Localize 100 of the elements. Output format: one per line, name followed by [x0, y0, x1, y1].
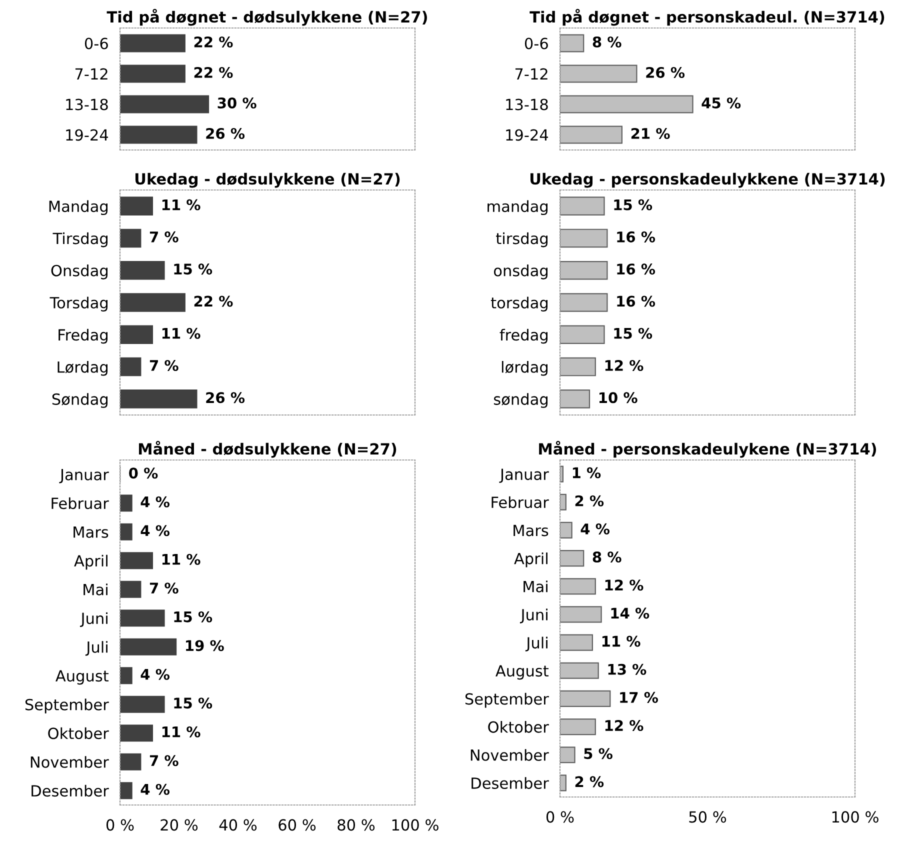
y-tick-label: Oktober: [488, 720, 549, 733]
y-tick-label: August: [496, 665, 549, 680]
data-label: 22 %: [194, 66, 233, 78]
data-label: 12 %: [605, 720, 644, 732]
chart-title: Måned - dødsulykkene (N=27): [138, 440, 396, 458]
y-tick-label: fredag: [500, 328, 548, 344]
data-label: 26 %: [206, 392, 245, 404]
chart-title: Ukedag - personskadeulykkene (N=3714): [530, 172, 885, 188]
y-tick-label: Juli: [525, 636, 548, 652]
data-label: 4 %: [140, 525, 170, 536]
data-label: 4 %: [580, 523, 610, 534]
data-label: 17 %: [620, 692, 658, 703]
data-label: 8 %: [592, 551, 622, 563]
y-tick-label: Mai: [524, 580, 548, 592]
data-label: 13 %: [608, 664, 646, 675]
data-label: 4 %: [140, 668, 170, 680]
data-label: 7 %: [150, 755, 178, 766]
y-tick-label: 19-24: [66, 129, 108, 141]
y-tick-label: Oktober: [48, 727, 109, 740]
y-tick-label: Fredag: [58, 328, 108, 344]
data-label: 45 %: [702, 97, 741, 108]
chart-title: Tid på døgnet - personskadeul. (N=3714): [530, 8, 884, 26]
y-tick-label: Juni: [520, 608, 548, 624]
data-label: 4 %: [140, 784, 170, 795]
data-label: 8 %: [592, 36, 622, 48]
x-tick-label: 100 %: [392, 819, 438, 831]
y-tick-label: Februar: [52, 497, 109, 510]
y-tick-label: April: [74, 554, 108, 570]
y-tick-label: lørdag: [502, 360, 548, 376]
y-tick-label: November: [470, 749, 549, 761]
x-tick-label: 100 %: [832, 811, 878, 823]
y-tick-label: 13-18: [506, 98, 548, 110]
data-label: 2 %: [575, 495, 604, 506]
chart-title: Måned - personskadeulykene (N=3714): [539, 440, 876, 458]
y-tick-label: Søndag: [52, 393, 108, 408]
data-label: 11 %: [162, 554, 200, 565]
y-tick-label: torsdag: [490, 296, 548, 312]
y-tick-label: November: [30, 756, 109, 768]
data-label: 15 %: [174, 264, 212, 275]
y-tick-label: 19-24: [506, 129, 548, 141]
y-tick-label: mandag: [488, 200, 548, 216]
data-label: 10 %: [599, 392, 638, 404]
y-tick-label: Desember: [32, 784, 109, 797]
x-tick-label: 50 %: [689, 811, 726, 823]
x-tick-label: 0 %: [546, 811, 574, 823]
y-tick-label: Mars: [74, 526, 108, 538]
y-tick-label: 7-12: [75, 68, 108, 80]
data-label: 11 %: [162, 726, 200, 738]
data-label: 7 %: [150, 582, 178, 594]
y-tick-label: Torsdag: [50, 296, 108, 312]
data-label: 16 %: [617, 264, 656, 275]
data-label: 15 %: [614, 328, 652, 339]
data-label: 14 %: [611, 608, 650, 619]
y-tick-label: April: [514, 552, 548, 568]
y-tick-label: Januar: [499, 468, 549, 483]
y-tick-label: 0-6: [84, 38, 108, 50]
y-tick-label: Lørdag: [58, 360, 108, 376]
chart-title: Ukedag - dødsulykkene (N=27): [135, 172, 400, 188]
data-label: 15 %: [174, 698, 212, 709]
y-tick-label: Mandag: [49, 200, 108, 216]
y-tick-label: Juli: [85, 641, 108, 656]
data-label: 15 %: [174, 611, 212, 622]
data-label: 1 %: [572, 467, 601, 478]
data-label: 11 %: [162, 328, 200, 339]
data-label: 4 %: [140, 496, 170, 508]
y-tick-label: September: [465, 692, 549, 708]
y-tick-label: Juni: [80, 612, 108, 627]
data-label: 5 %: [584, 748, 612, 760]
y-tick-label: 13-18: [66, 98, 108, 110]
data-label: 12 %: [605, 360, 644, 372]
data-label: 15 %: [614, 199, 652, 210]
y-tick-label: Tirsdag: [52, 232, 108, 248]
data-label: 26 %: [646, 66, 685, 78]
y-tick-label: Desember: [472, 777, 549, 789]
y-tick-label: Onsdag: [51, 264, 108, 280]
y-tick-label: 7-12: [515, 68, 548, 80]
data-label: 12 %: [605, 580, 644, 591]
chart-title: Tid på døgnet - dødsulykkene (N=27): [106, 8, 427, 26]
data-label: 0 %: [129, 468, 158, 479]
y-tick-label: September: [25, 698, 109, 714]
y-tick-label: 0-6: [524, 38, 548, 50]
data-label: 2 %: [575, 776, 604, 788]
data-label: 16 %: [617, 296, 656, 307]
data-label: 7 %: [150, 360, 178, 372]
data-label: 22 %: [194, 36, 233, 48]
data-label: 16 %: [617, 231, 656, 242]
y-tick-label: Januar: [59, 469, 109, 484]
y-tick-label: August: [56, 670, 109, 685]
data-label: 19 %: [186, 640, 224, 652]
x-tick-label: 60 %: [278, 819, 316, 831]
data-label: 26 %: [206, 128, 245, 139]
y-tick-label: tirsdag: [496, 232, 548, 248]
data-label: 7 %: [150, 231, 178, 242]
x-tick-label: 80 %: [338, 819, 375, 831]
data-label: 11 %: [162, 199, 200, 210]
data-label: 11 %: [602, 636, 640, 647]
y-tick-label: onsdag: [494, 264, 548, 280]
data-label: 21 %: [631, 128, 670, 139]
y-tick-label: søndag: [494, 393, 548, 408]
y-tick-label: Mai: [84, 584, 108, 596]
